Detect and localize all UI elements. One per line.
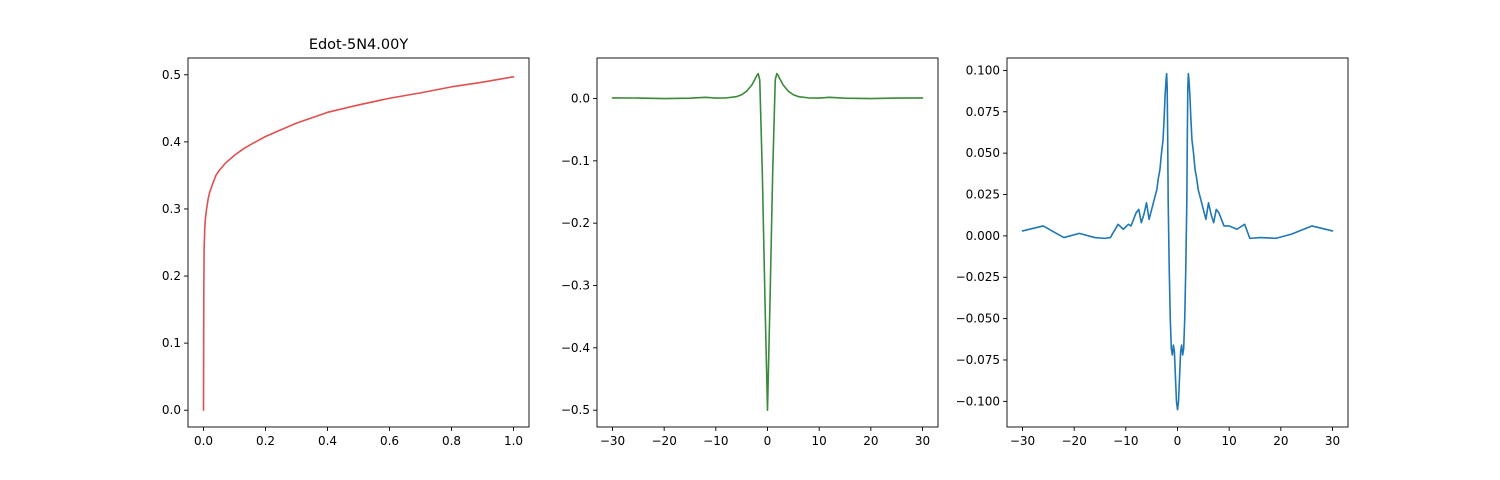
chart-2-x-tick-label: −10 bbox=[703, 434, 728, 448]
chart-1-y-tick-label: 0.4 bbox=[162, 135, 181, 149]
chart-3-series-line-1 bbox=[1021, 72, 1334, 411]
chart-2-x-tick-label: 0 bbox=[764, 434, 772, 448]
chart-3-x-tick-label: −30 bbox=[1010, 434, 1035, 448]
chart-2-y-tick-label: −0.3 bbox=[561, 279, 590, 293]
chart-1-x-tick-label: 0.0 bbox=[194, 434, 213, 448]
chart-3-x-tick-label: −20 bbox=[1062, 434, 1087, 448]
chart-3-y-tick-label: 0.050 bbox=[966, 146, 1000, 160]
chart-3-y-tick-label: −0.025 bbox=[956, 270, 1000, 284]
chart-2-y-tick-label: −0.2 bbox=[561, 216, 590, 230]
chart-1-x-tick-label: 0.8 bbox=[442, 434, 461, 448]
chart-3-x-tick-label: −10 bbox=[1113, 434, 1138, 448]
chart-2-series-line-1 bbox=[611, 72, 924, 411]
chart-1-series-line-1 bbox=[202, 75, 515, 412]
chart-1-x-tick-label: 0.2 bbox=[256, 434, 275, 448]
chart-3: −30 −20 −10 0 10 20 30 0.100 0.075 0.050 0.025 0.00… bbox=[956, 57, 1349, 448]
chart-1-x-tick-label: 0.4 bbox=[318, 434, 337, 448]
chart-1-y-tick-label: 0.5 bbox=[162, 68, 181, 82]
chart-2-y-tick-label: 0.0 bbox=[571, 92, 590, 106]
chart-2-y-tick-label: −0.1 bbox=[561, 154, 590, 168]
chart-3-y-tick-label: −0.100 bbox=[956, 394, 1000, 408]
chart-1-x-tick-label: 0.6 bbox=[380, 434, 399, 448]
chart-3-y-tick-label: −0.050 bbox=[956, 312, 1000, 326]
chart-3-x-tick-label: 30 bbox=[1325, 434, 1340, 448]
chart-3-y-tick-label: 0.025 bbox=[966, 188, 1000, 202]
chart-3-y-tick-label: 0.075 bbox=[966, 105, 1000, 119]
chart-2-x-tick-label: −30 bbox=[600, 434, 625, 448]
chart-1-y-tick-label: 0.2 bbox=[162, 269, 181, 283]
chart-3-x-tick-label: 10 bbox=[1222, 434, 1237, 448]
chart-2-y-tick-label: −0.5 bbox=[561, 403, 590, 417]
chart-1: 0.0 0.2 0.4 0.6 0.8 1.0 0.0 0.1 0.2 0.3 0.4 0.5 Edot… bbox=[162, 37, 530, 448]
chart-2-x-tick-label: 20 bbox=[863, 434, 878, 448]
chart-2-y-tick-label: −0.4 bbox=[561, 341, 590, 355]
chart-1-axes-frame bbox=[187, 57, 530, 428]
chart-2-x-tick-label: −20 bbox=[652, 434, 677, 448]
chart-2-x-tick-label: 30 bbox=[915, 434, 930, 448]
chart-3-x-tick-label: 0 bbox=[1174, 434, 1182, 448]
chart-3-y-tick-label: 0.100 bbox=[966, 63, 1000, 77]
chart-3-x-tick-label: 20 bbox=[1273, 434, 1288, 448]
chart-1-y-tick-label: 0.0 bbox=[162, 403, 181, 417]
chart-2: −30 −20 −10 0 10 20 30 0.0 −0.1 −0.2 −0.3 −0.4 −0.5 bbox=[561, 57, 939, 448]
chart-1-x-tick-label: 1.0 bbox=[504, 434, 523, 448]
chart-2-x-tick-label: 10 bbox=[812, 434, 827, 448]
chart-3-y-tick-label: −0.075 bbox=[956, 353, 1000, 367]
chart-3-y-tick-label: 0.000 bbox=[966, 229, 1000, 243]
chart-1-title: Edot-5N4.00Y bbox=[309, 37, 409, 53]
chart-1-y-tick-label: 0.1 bbox=[162, 336, 181, 350]
chart-1-y-tick-label: 0.3 bbox=[162, 202, 181, 216]
